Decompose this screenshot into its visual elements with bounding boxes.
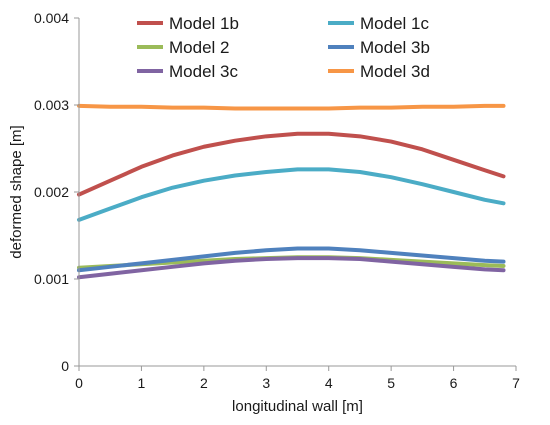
legend-label: Model 1b	[169, 14, 239, 33]
series-lines	[77, 103, 506, 280]
y-axis-title: deformed shape [m]	[8, 125, 25, 258]
series-line-model-3c	[77, 256, 506, 280]
legend-item-model-3c: Model 3c	[137, 62, 238, 81]
y-tick-label: 0	[61, 358, 69, 374]
legend-item-model-3d: Model 3d	[328, 62, 430, 81]
y-axis-ticks: 0 0.001 0.002 0.003 0.004	[34, 10, 79, 374]
legend-item-model-3b: Model 3b	[328, 38, 430, 57]
series-line-model-1b	[77, 131, 506, 197]
x-tick-label: 6	[450, 375, 458, 391]
legend-label: Model 3d	[360, 62, 430, 81]
y-tick-label: 0.004	[34, 10, 69, 26]
y-tick-label: 0.003	[34, 97, 69, 113]
x-tick-label: 7	[512, 375, 520, 391]
legend-item-model-1b: Model 1b	[137, 14, 239, 33]
x-tick-label: 3	[262, 375, 270, 391]
x-tick-label: 4	[325, 375, 333, 391]
x-tick-label: 1	[138, 375, 146, 391]
x-axis-title: longitudinal wall [m]	[232, 398, 363, 415]
x-axis-ticks: 0 1 2 3 4 5 6 7	[75, 366, 520, 391]
legend-item-model-2: Model 2	[137, 38, 229, 57]
y-tick-label: 0.002	[34, 184, 69, 200]
legend: Model 1b Model 1c Model 2 Model 3b Model 3c M…	[137, 14, 430, 81]
legend-label: Model 3c	[169, 62, 238, 81]
series-line-model-1c	[77, 167, 506, 222]
x-tick-label: 5	[387, 375, 395, 391]
x-tick-label: 0	[75, 375, 83, 391]
legend-label: Model 1c	[360, 14, 429, 33]
series-line-model-3b	[77, 246, 506, 273]
legend-item-model-1c: Model 1c	[328, 14, 429, 33]
y-tick-label: 0.001	[34, 271, 69, 287]
x-tick-label: 2	[200, 375, 208, 391]
legend-label: Model 2	[169, 38, 229, 57]
series-line-model-3d	[77, 103, 506, 111]
legend-label: Model 3b	[360, 38, 430, 57]
